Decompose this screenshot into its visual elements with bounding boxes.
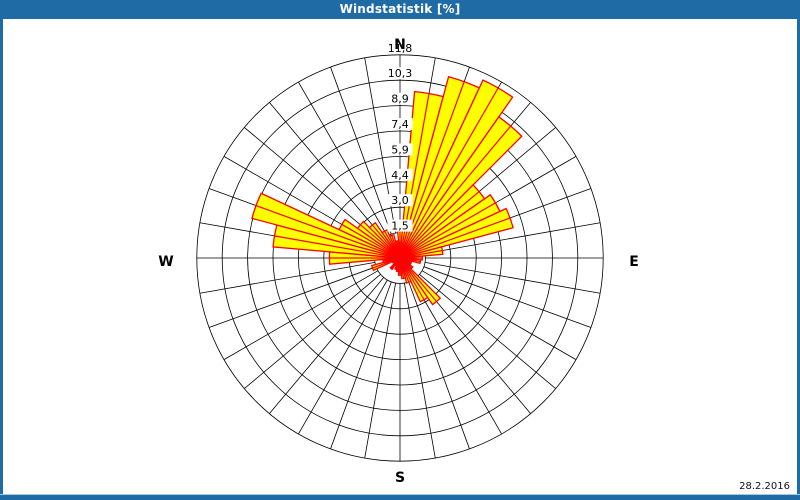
compass-label-west: W xyxy=(158,254,174,270)
grid-spoke xyxy=(244,274,381,389)
wind-rose-petal-spoke xyxy=(399,202,496,259)
wind-rose-petal-spoke xyxy=(341,223,401,259)
grid-spoke xyxy=(298,81,388,237)
wind-rose-petal-spoke xyxy=(371,224,401,259)
wind-rose-petal xyxy=(251,192,401,259)
wind-rose-petal-spoke xyxy=(383,230,401,259)
wind-rose-petal-spoke xyxy=(372,257,401,269)
grid-spoke xyxy=(223,270,379,360)
window-border-left xyxy=(0,19,3,500)
grid-spoke xyxy=(244,127,381,242)
window-border-right xyxy=(797,19,800,500)
ring-label-bg xyxy=(387,194,413,207)
window-title: Windstatistik [%] xyxy=(339,2,461,16)
ring-label: 8,9 xyxy=(391,93,409,106)
grid-spoke xyxy=(404,282,436,459)
wind-rose-petal-spoke xyxy=(274,235,401,259)
ring-label-bg xyxy=(387,219,413,232)
ring-label: 10,3 xyxy=(388,67,413,80)
compass-label-north: N xyxy=(394,37,406,53)
grid-spoke xyxy=(208,266,377,328)
wind-rose-petal xyxy=(399,79,514,259)
grid-spoke xyxy=(408,281,470,450)
wind-rose-petal-spoke xyxy=(396,240,401,259)
ring-label: 4,4 xyxy=(391,169,409,182)
ring-label: 3,0 xyxy=(391,194,409,207)
window-border-bottom xyxy=(0,494,800,500)
date-label: 28.2.2016 xyxy=(739,481,790,492)
wind-rose-petal-spoke xyxy=(399,87,499,259)
ring-label-bg xyxy=(387,143,413,156)
wind-rose-petal xyxy=(338,218,401,259)
grid-spoke xyxy=(364,282,396,459)
ring-label-bg xyxy=(384,67,416,80)
wind-rose-petal-spoke xyxy=(399,249,443,259)
grid-spoke xyxy=(424,262,601,294)
wind-rose-petal-spoke xyxy=(255,205,401,259)
grid-spoke xyxy=(330,281,392,450)
wind-rose-petal-spoke xyxy=(391,235,401,259)
wind-rose-petal-spoke xyxy=(399,257,410,283)
ring-label: 11,8 xyxy=(388,42,413,55)
wind-rose-petal xyxy=(399,116,523,259)
grid-spoke xyxy=(330,66,392,235)
grid-spoke xyxy=(298,279,388,435)
window-title-bar[interactable]: Windstatistik [%] xyxy=(0,0,800,19)
wind-rose-petal-spoke xyxy=(399,191,480,259)
grid-spoke xyxy=(269,102,384,239)
wind-rose-petal-spoke xyxy=(399,257,437,302)
wind-rose-petal-spoke xyxy=(399,257,425,301)
grid-spoke xyxy=(412,279,502,435)
wind-rose-petal-spoke xyxy=(399,125,512,259)
grid-spoke xyxy=(423,266,592,328)
compass-label-east: E xyxy=(629,254,639,270)
ring-label-bg xyxy=(387,92,413,105)
ring-label: 7,4 xyxy=(391,118,409,131)
wind-rose-petal-spoke xyxy=(399,217,511,259)
grid-spoke xyxy=(421,270,577,360)
grid-spoke xyxy=(199,262,376,294)
compass-label-south: S xyxy=(394,470,406,486)
grid-spoke xyxy=(424,222,601,254)
ring-label-bg xyxy=(387,168,413,181)
ring-label: 5,9 xyxy=(391,143,409,156)
ring-label-bg xyxy=(384,41,416,54)
ring-label: 1,5 xyxy=(391,220,409,233)
grid-spoke xyxy=(269,277,384,414)
grid-spoke xyxy=(419,274,556,389)
ring-label-bg xyxy=(387,118,413,130)
wind-rose-petal-spoke xyxy=(360,224,401,259)
